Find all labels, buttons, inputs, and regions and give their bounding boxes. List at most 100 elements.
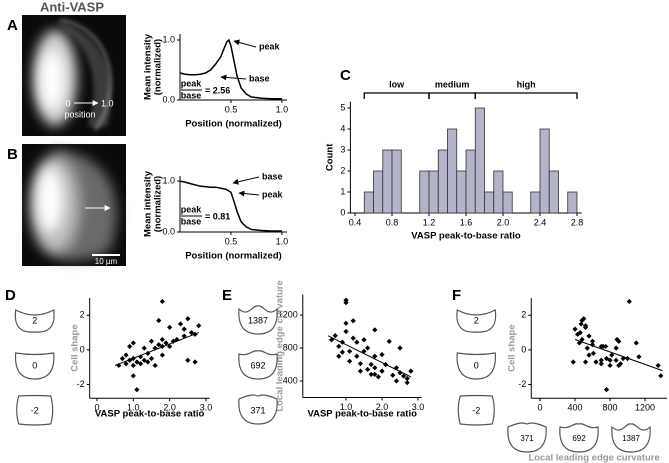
- point: [603, 387, 610, 393]
- point: [404, 380, 410, 386]
- y-axis-label: Count: [325, 143, 336, 171]
- y-tick-label: 0: [521, 344, 526, 354]
- chart: -2 0 2 0 400 800 1200 Local leading edge curvat…: [452, 287, 667, 463]
- icon-label: 371: [520, 434, 534, 443]
- point: [159, 352, 165, 358]
- x-axis-label: Local leading edge curvature: [528, 453, 659, 463]
- point: [329, 337, 335, 343]
- cell-icon: [456, 309, 497, 333]
- bar: [567, 191, 578, 214]
- scale-bar-label: 10 µm: [95, 257, 118, 266]
- bar: [539, 128, 550, 214]
- icon-label: 692: [572, 434, 586, 443]
- point: [570, 359, 576, 365]
- x-tick-label: 1.0: [127, 403, 140, 413]
- point: [593, 359, 599, 365]
- x-tick-label: 3.0: [200, 403, 213, 413]
- bar: [437, 149, 448, 214]
- x-tick-label: 1.0: [276, 104, 289, 114]
- point: [607, 362, 613, 369]
- cell-icon: [238, 350, 278, 380]
- point: [156, 342, 162, 348]
- micrograph-a: [22, 15, 126, 136]
- bar: [484, 191, 495, 214]
- panel-label: F: [452, 287, 461, 304]
- point: [167, 343, 173, 350]
- cell-icon: [456, 352, 496, 380]
- point: [372, 365, 378, 371]
- x-tick-label: 2.4: [534, 217, 547, 227]
- icon-label: 2: [32, 315, 37, 325]
- point: [617, 361, 624, 367]
- point: [163, 340, 169, 346]
- point: [188, 329, 195, 336]
- point: [185, 316, 191, 322]
- point: [123, 352, 129, 358]
- annotation: peak: [259, 41, 281, 51]
- bar: [502, 191, 513, 214]
- point: [600, 343, 606, 350]
- arrow: [220, 74, 247, 81]
- point: [159, 298, 165, 305]
- y-tick-label: 400: [283, 375, 298, 385]
- point: [616, 362, 622, 369]
- x-tick-label: 2.0: [497, 217, 510, 227]
- point: [347, 358, 353, 364]
- point: [350, 318, 356, 324]
- point: [145, 359, 151, 365]
- point: [578, 321, 584, 327]
- cell-icon: [14, 309, 55, 333]
- y-tick-label: 1.0: [162, 175, 175, 185]
- point: [613, 345, 619, 351]
- y-tick-label: 4: [340, 123, 345, 133]
- point: [372, 327, 378, 333]
- icon-label: 371: [250, 405, 265, 415]
- x-tick-label: 2.0: [163, 403, 176, 413]
- y-axis-label: (normalized): [153, 39, 164, 95]
- y-tick-label: -2: [77, 379, 85, 389]
- y-axis-label: Cell shape: [70, 324, 81, 372]
- icon-label: 692: [250, 360, 265, 370]
- y-tick-label: 0.0: [162, 94, 175, 104]
- cell-icon: [559, 423, 599, 453]
- point: [390, 372, 396, 378]
- point: [159, 336, 165, 343]
- ratio-numerator: peak: [181, 204, 203, 214]
- point: [589, 338, 596, 344]
- point: [401, 373, 407, 379]
- chart: 0 1 2 3 4 5 0.4 0.8 1.2 1.6 2.0 2.4 2.8 VASP peak-to-…: [325, 67, 584, 242]
- point: [174, 336, 180, 343]
- point: [658, 373, 664, 379]
- x-axis-label: VASP peak-to-base ratio: [307, 409, 417, 420]
- panel-label: B: [7, 146, 18, 163]
- image-label: 0: [65, 98, 70, 108]
- ratio-denominator: base: [181, 216, 202, 226]
- point: [397, 345, 403, 351]
- annotation: peak: [262, 189, 284, 199]
- point: [181, 326, 187, 332]
- ratio-value: = 2.56: [205, 85, 230, 95]
- x-tick-label: 800: [602, 403, 617, 413]
- point: [397, 370, 403, 376]
- point: [655, 362, 661, 369]
- point: [579, 336, 585, 343]
- point: [613, 357, 619, 363]
- point: [185, 357, 191, 363]
- bar: [447, 128, 458, 214]
- image-label: position: [64, 109, 95, 119]
- point: [196, 323, 202, 329]
- y-tick-label: 800: [283, 342, 298, 352]
- point: [626, 298, 632, 305]
- cell-icon: [457, 394, 495, 426]
- point: [123, 361, 129, 367]
- point: [577, 329, 583, 336]
- cell-icon: [238, 394, 278, 425]
- arrow: [238, 190, 260, 197]
- figure-title: Anti-VASP: [40, 0, 104, 14]
- panel-label: A: [7, 17, 18, 34]
- point: [347, 348, 353, 354]
- cell-icon: [16, 394, 54, 426]
